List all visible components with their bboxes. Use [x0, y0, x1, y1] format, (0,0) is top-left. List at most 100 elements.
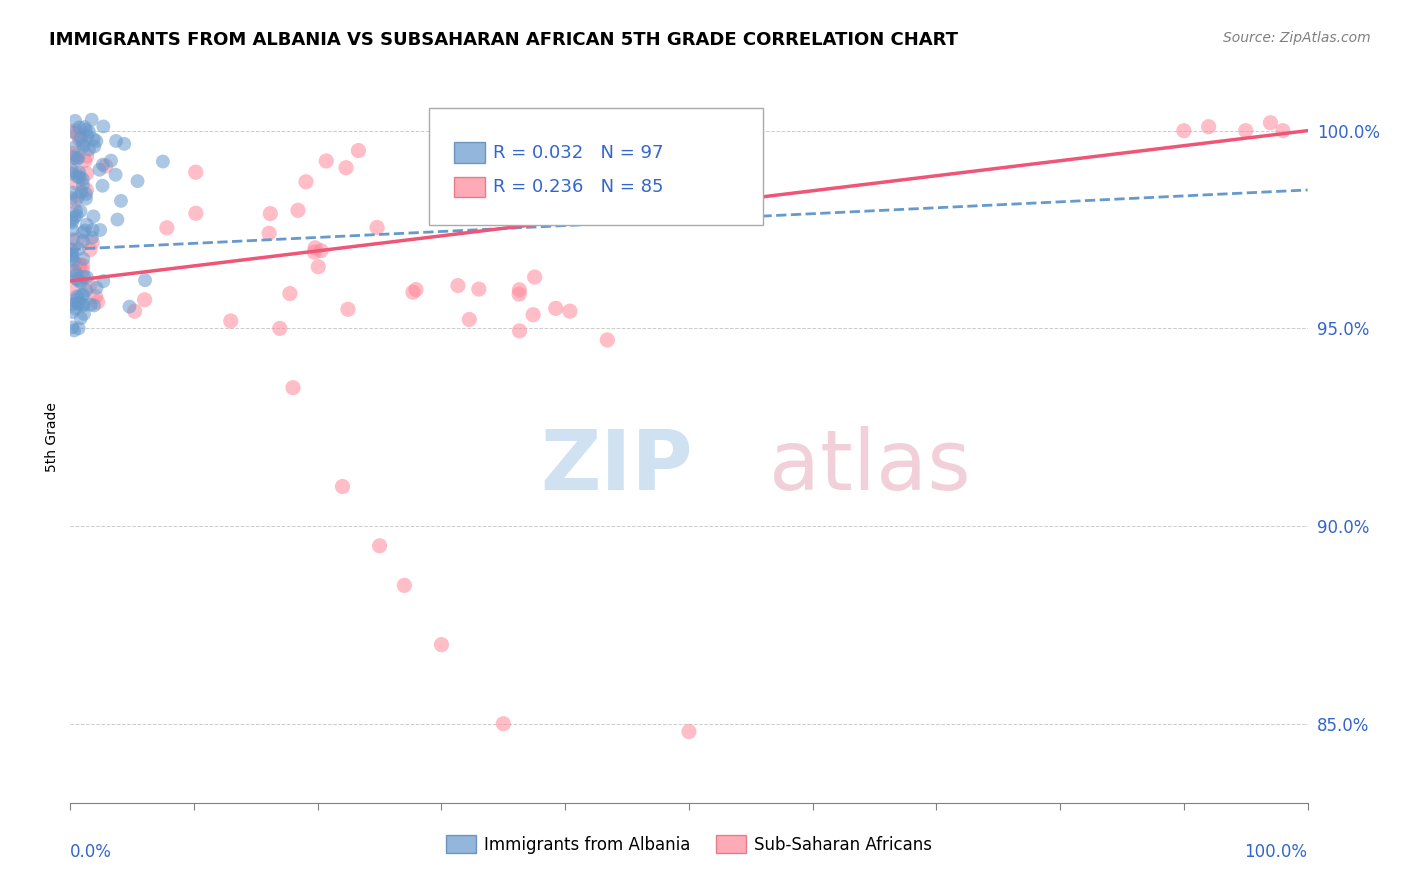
Point [86, 295, 108, 310]
Point [66, 294, 89, 309]
Point [69, 311, 91, 326]
Point [66, 177, 89, 191]
Point [336, 302, 359, 317]
Point [76, 149, 98, 163]
Point [76, 270, 98, 285]
Point [295, 175, 318, 189]
Point [67, 128, 90, 142]
Point [112, 136, 135, 151]
Point [60, 163, 83, 178]
Point [72, 172, 94, 186]
Point [72, 258, 94, 272]
FancyBboxPatch shape [454, 177, 485, 197]
Point [60, 252, 83, 266]
Point [558, 304, 581, 318]
Point [70, 185, 93, 199]
Point [75, 283, 97, 297]
Point [89, 162, 111, 177]
Point [67, 260, 90, 274]
Point [76, 166, 98, 180]
Point [73, 307, 96, 321]
Point [66, 289, 89, 303]
Point [75, 192, 97, 206]
Point [67, 321, 90, 335]
Point [65, 203, 87, 218]
Point [60, 213, 83, 227]
Point [508, 324, 530, 338]
Point [63, 126, 86, 140]
Point [544, 301, 567, 316]
Point [75, 123, 97, 137]
Point [304, 241, 326, 255]
Point [678, 724, 700, 739]
Point [60, 246, 83, 260]
Point [76, 218, 98, 232]
Point [124, 304, 146, 318]
Point [66, 169, 89, 184]
Point [307, 260, 329, 274]
Point [69, 258, 91, 272]
Point [80, 112, 103, 127]
Text: R = 0.236   N = 85: R = 0.236 N = 85 [494, 178, 664, 196]
Point [485, 204, 508, 219]
Point [287, 203, 309, 218]
Point [508, 287, 530, 301]
Point [65, 139, 87, 153]
Point [62, 146, 84, 161]
Point [65, 268, 87, 282]
Point [309, 244, 332, 258]
Point [63, 323, 86, 337]
Point [62, 151, 84, 165]
Point [62, 186, 84, 200]
Point [86, 134, 108, 148]
Point [430, 638, 453, 652]
Point [492, 716, 515, 731]
Point [304, 245, 326, 260]
Point [281, 381, 304, 395]
Point [70, 288, 93, 302]
Point [73, 269, 96, 284]
Point [72, 288, 94, 302]
Point [127, 174, 149, 188]
Point [63, 164, 86, 178]
Point [79, 298, 101, 312]
FancyBboxPatch shape [429, 108, 763, 225]
Point [62, 253, 84, 268]
Point [447, 278, 470, 293]
Text: Source: ZipAtlas.com: Source: ZipAtlas.com [1223, 31, 1371, 45]
Point [1198, 120, 1220, 134]
Point [93, 274, 115, 288]
Point [67, 242, 90, 256]
Point [60, 167, 83, 181]
Point [278, 286, 301, 301]
Point [93, 120, 115, 134]
Point [152, 154, 174, 169]
Point [63, 211, 86, 225]
Point [63, 124, 86, 138]
Point [347, 144, 370, 158]
Text: 0.0%: 0.0% [70, 843, 112, 861]
Point [69, 204, 91, 219]
Point [66, 190, 89, 204]
Text: atlas: atlas [769, 425, 972, 507]
Point [77, 142, 100, 156]
Point [100, 153, 122, 168]
Point [82, 210, 104, 224]
Point [104, 168, 127, 182]
Point [110, 194, 132, 208]
FancyBboxPatch shape [454, 143, 485, 163]
Point [62, 297, 84, 311]
Point [405, 283, 427, 297]
Point [76, 129, 98, 144]
Point [315, 153, 337, 168]
Point [134, 273, 156, 287]
Point [77, 125, 100, 139]
Point [72, 299, 94, 313]
Point [70, 130, 93, 145]
Point [79, 278, 101, 293]
Point [65, 301, 87, 316]
Point [83, 132, 105, 146]
Point [184, 165, 207, 179]
Point [60, 223, 83, 237]
Point [60, 215, 83, 229]
